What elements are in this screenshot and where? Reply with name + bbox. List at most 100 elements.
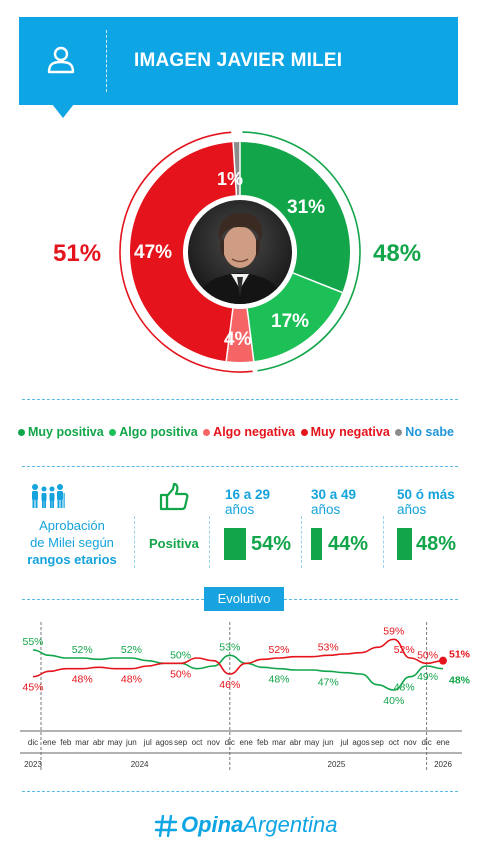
year-tick-label: 2023 bbox=[24, 760, 42, 769]
donut-label-algo-positiva: 17% bbox=[271, 311, 310, 332]
legend-label: Algo positiva bbox=[119, 425, 198, 439]
data-label: 53% bbox=[219, 641, 240, 653]
header-divider bbox=[106, 30, 107, 92]
separator-line bbox=[284, 599, 458, 600]
legend-dot bbox=[18, 429, 25, 437]
donut-label-algo-negativa: 4% bbox=[224, 329, 252, 350]
month-tick-label: jul bbox=[340, 738, 349, 747]
data-label: 47% bbox=[318, 676, 339, 688]
age-bar-50-mas bbox=[397, 528, 412, 560]
total-negative: 51% bbox=[53, 240, 102, 267]
month-tick-label: ene bbox=[43, 738, 57, 747]
age-group-name: 50 ó más bbox=[397, 487, 455, 502]
month-tick-label: agos bbox=[352, 738, 369, 747]
data-label: 50% bbox=[170, 668, 191, 680]
age-divider bbox=[301, 516, 302, 568]
legend-item-no-sabe: No sabe bbox=[395, 425, 454, 439]
legend-dot bbox=[203, 429, 211, 437]
evolution-line-chart: 55% 52% 52% 50% 53% 48% 47% 40% 48% 49% 48% 45% 48% 4… bbox=[0, 620, 479, 780]
month-tick-label: ene bbox=[436, 738, 450, 747]
age-value-16-29: 54% bbox=[251, 533, 292, 555]
month-tick-label: dic bbox=[225, 738, 235, 747]
data-label: 48% bbox=[268, 674, 289, 686]
data-label: 50% bbox=[170, 649, 191, 661]
data-label: 48% bbox=[449, 675, 471, 687]
month-tick-label: dic bbox=[421, 738, 431, 747]
year-tick-label: 2026 bbox=[434, 760, 452, 769]
donut-slice-muy-positiva bbox=[240, 142, 350, 293]
donut-slice-algo-negativa bbox=[226, 308, 254, 362]
legend-dot bbox=[109, 429, 117, 437]
month-tick-label: ene bbox=[240, 738, 254, 747]
month-tick-label: feb bbox=[257, 738, 269, 747]
data-label: 51% bbox=[449, 649, 471, 661]
age-bar-16-29 bbox=[224, 528, 246, 560]
separator-line bbox=[22, 791, 458, 792]
data-label: 48% bbox=[394, 682, 415, 694]
month-tick-label: jul bbox=[143, 738, 152, 747]
legend-label: No sabe bbox=[405, 425, 454, 439]
series-line bbox=[32, 649, 444, 691]
legend-label: Muy positiva bbox=[28, 425, 104, 439]
brand-light: Argentina bbox=[243, 812, 338, 837]
total-positive: 48% bbox=[373, 240, 422, 267]
user-icon bbox=[45, 44, 77, 76]
month-tick-label: abr bbox=[93, 738, 105, 747]
separator-line bbox=[22, 466, 458, 467]
header-banner bbox=[19, 17, 458, 105]
legend-item-muy-positiva: Muy positiva bbox=[18, 425, 104, 439]
data-label: 48% bbox=[72, 674, 93, 686]
month-tick-label: jun bbox=[125, 738, 137, 747]
month-tick-label: sep bbox=[174, 738, 187, 747]
donut-label-no-sabe: 1% bbox=[217, 169, 244, 189]
data-label: 53% bbox=[318, 641, 339, 653]
donut-slice-no-sabe bbox=[233, 142, 240, 196]
legend-dot bbox=[300, 429, 308, 437]
age-divider bbox=[209, 516, 210, 568]
portrait-photo bbox=[185, 197, 295, 307]
series-line bbox=[32, 638, 444, 678]
donut-separator bbox=[225, 308, 234, 362]
negative-outer-ring bbox=[119, 131, 253, 373]
data-label: 52% bbox=[394, 644, 415, 656]
year-tick-label: 2025 bbox=[328, 760, 346, 769]
age-group-unit: años bbox=[225, 502, 255, 517]
legend: Muy positiva Algo positiva Algo negativa… bbox=[18, 425, 468, 439]
month-tick-label: nov bbox=[404, 738, 417, 747]
donut-slice-algo-positiva bbox=[247, 272, 343, 362]
evolutivo-badge: Evolutivo bbox=[204, 587, 284, 611]
month-tick-label: mar bbox=[272, 738, 286, 747]
month-tick-label: agos bbox=[156, 738, 173, 747]
month-tick-label: may bbox=[107, 738, 122, 747]
legend-item-algo-negativa: Algo negativa bbox=[203, 425, 295, 439]
donut-separator bbox=[232, 142, 238, 196]
age-section-text: Aprobación de Milei según rangos etarios bbox=[20, 517, 124, 568]
age-value-50-mas: 48% bbox=[416, 533, 457, 555]
legend-dot bbox=[395, 429, 403, 437]
age-divider bbox=[383, 516, 384, 568]
data-label: 55% bbox=[22, 636, 43, 648]
header-pointer bbox=[52, 104, 74, 118]
separator-line bbox=[22, 399, 458, 400]
separator-line bbox=[22, 599, 204, 600]
month-tick-label: abr bbox=[290, 738, 302, 747]
legend-label: Algo negativa bbox=[213, 425, 296, 439]
month-tick-label: jun bbox=[322, 738, 334, 747]
age-divider bbox=[134, 516, 135, 568]
month-tick-label: oct bbox=[388, 738, 399, 747]
month-tick-label: dic bbox=[28, 738, 38, 747]
data-label: 40% bbox=[383, 695, 404, 707]
data-label: 48% bbox=[121, 674, 142, 686]
donut-label-muy-positiva: 31% bbox=[287, 197, 326, 218]
age-group-unit: años bbox=[397, 502, 427, 517]
year-tick-label: 2024 bbox=[131, 760, 149, 769]
donut-label-muy-negativa: 47% bbox=[134, 242, 173, 263]
age-text-line2: de Milei según bbox=[30, 535, 114, 550]
age-text-line1: Aprobación bbox=[39, 518, 105, 533]
age-bar-30-49 bbox=[311, 528, 322, 560]
age-group-50-mas: 50 ó más años bbox=[397, 487, 455, 517]
data-label: 46% bbox=[219, 679, 240, 691]
donut-slice-muy-negativa bbox=[130, 142, 237, 362]
age-group-name: 16 a 29 bbox=[225, 487, 271, 502]
legend-label: Muy negativa bbox=[310, 425, 390, 439]
